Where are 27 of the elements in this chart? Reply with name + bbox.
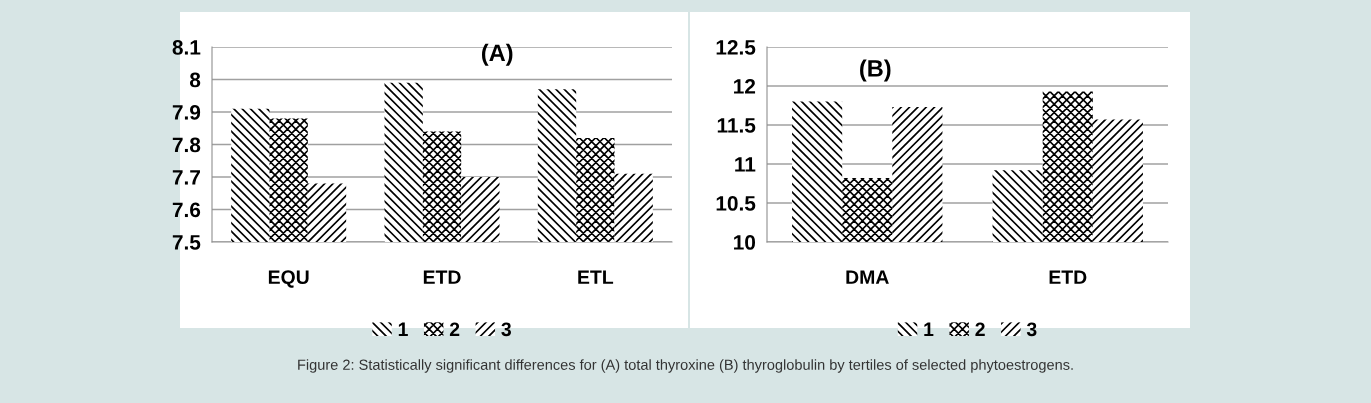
legend-label: 2 [449,322,460,336]
y-tick-label: 7.7 [172,170,200,185]
y-tick-label: 10.5 [716,196,756,211]
legend-label: 2 [975,322,985,336]
y-tick-label: 7.8 [172,137,201,153]
y-tick-label: 12 [734,79,756,94]
y-tick-label: 7.9 [172,105,201,120]
y-tick-label: 7.6 [172,202,201,218]
y-tick-label: 12.5 [716,40,756,55]
x-tick-label: ETD [423,270,461,284]
x-tick-label: ETL [578,270,614,284]
x-tick-label: ETD [1049,270,1087,284]
y-tick-label: 7.5 [172,235,201,250]
annotation: (A) [481,43,513,66]
y-tick-label: 10 [734,235,756,250]
x-tick-label: EQU [268,270,309,288]
y-tick-label: 11 [735,157,756,172]
x-tick-label: DMA [846,270,889,284]
legend-label: 1 [398,322,408,336]
legend-label: 3 [501,322,511,337]
legend-label: 3 [1026,322,1037,337]
y-tick-label: 8.1 [172,40,201,55]
y-tick-label: 11.5 [717,118,756,133]
annotation: (B) [860,59,891,82]
legend-label: 1 [924,322,934,336]
y-tick-label: 8 [189,72,201,88]
caption: Figure 2: Statistically significant differences for (A) total thyroxine (B) thyroglobulin by tertiles of selected phytoestrogens. [298,359,1073,373]
